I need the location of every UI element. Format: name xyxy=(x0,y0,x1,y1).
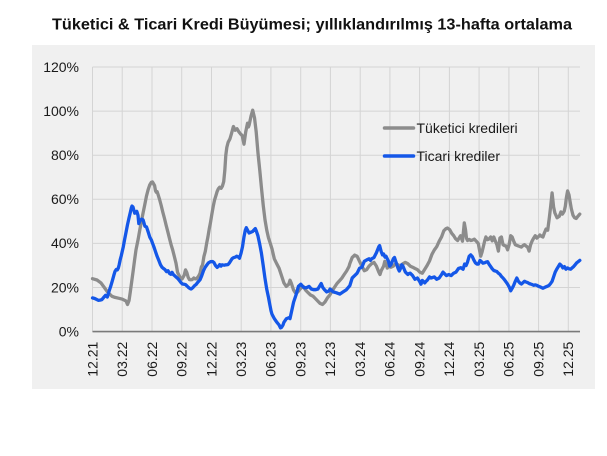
svg-text:12.22: 12.22 xyxy=(203,341,219,376)
svg-text:03.25: 03.25 xyxy=(471,341,487,376)
svg-text:100%: 100% xyxy=(43,103,79,119)
svg-text:03.24: 03.24 xyxy=(352,341,368,376)
svg-text:60%: 60% xyxy=(51,191,79,207)
svg-text:09.24: 09.24 xyxy=(411,341,427,376)
svg-text:09.25: 09.25 xyxy=(530,341,546,376)
svg-text:09.22: 09.22 xyxy=(174,341,190,376)
svg-text:0%: 0% xyxy=(59,323,79,339)
svg-text:12.23: 12.23 xyxy=(322,341,338,376)
svg-text:03.23: 03.23 xyxy=(233,341,249,376)
svg-text:Tüketici & Ticari Kredi Büyüme: Tüketici & Ticari Kredi Büyümesi; yıllık… xyxy=(52,16,572,33)
svg-text:06.22: 06.22 xyxy=(144,341,160,376)
svg-text:03.22: 03.22 xyxy=(114,341,130,376)
svg-text:06.23: 06.23 xyxy=(263,341,279,376)
svg-text:40%: 40% xyxy=(51,235,79,251)
svg-text:12.25: 12.25 xyxy=(560,341,576,376)
svg-text:09.23: 09.23 xyxy=(293,341,309,376)
svg-text:Ticari krediler: Ticari krediler xyxy=(417,148,501,164)
svg-text:20%: 20% xyxy=(51,279,79,295)
svg-text:06.25: 06.25 xyxy=(501,341,517,376)
svg-text:06.24: 06.24 xyxy=(382,341,398,376)
svg-text:12.21: 12.21 xyxy=(84,341,100,376)
svg-text:80%: 80% xyxy=(51,147,79,163)
svg-text:Tüketici kredileri: Tüketici kredileri xyxy=(417,120,518,136)
svg-text:120%: 120% xyxy=(43,59,79,75)
svg-text:12.24: 12.24 xyxy=(441,341,457,376)
